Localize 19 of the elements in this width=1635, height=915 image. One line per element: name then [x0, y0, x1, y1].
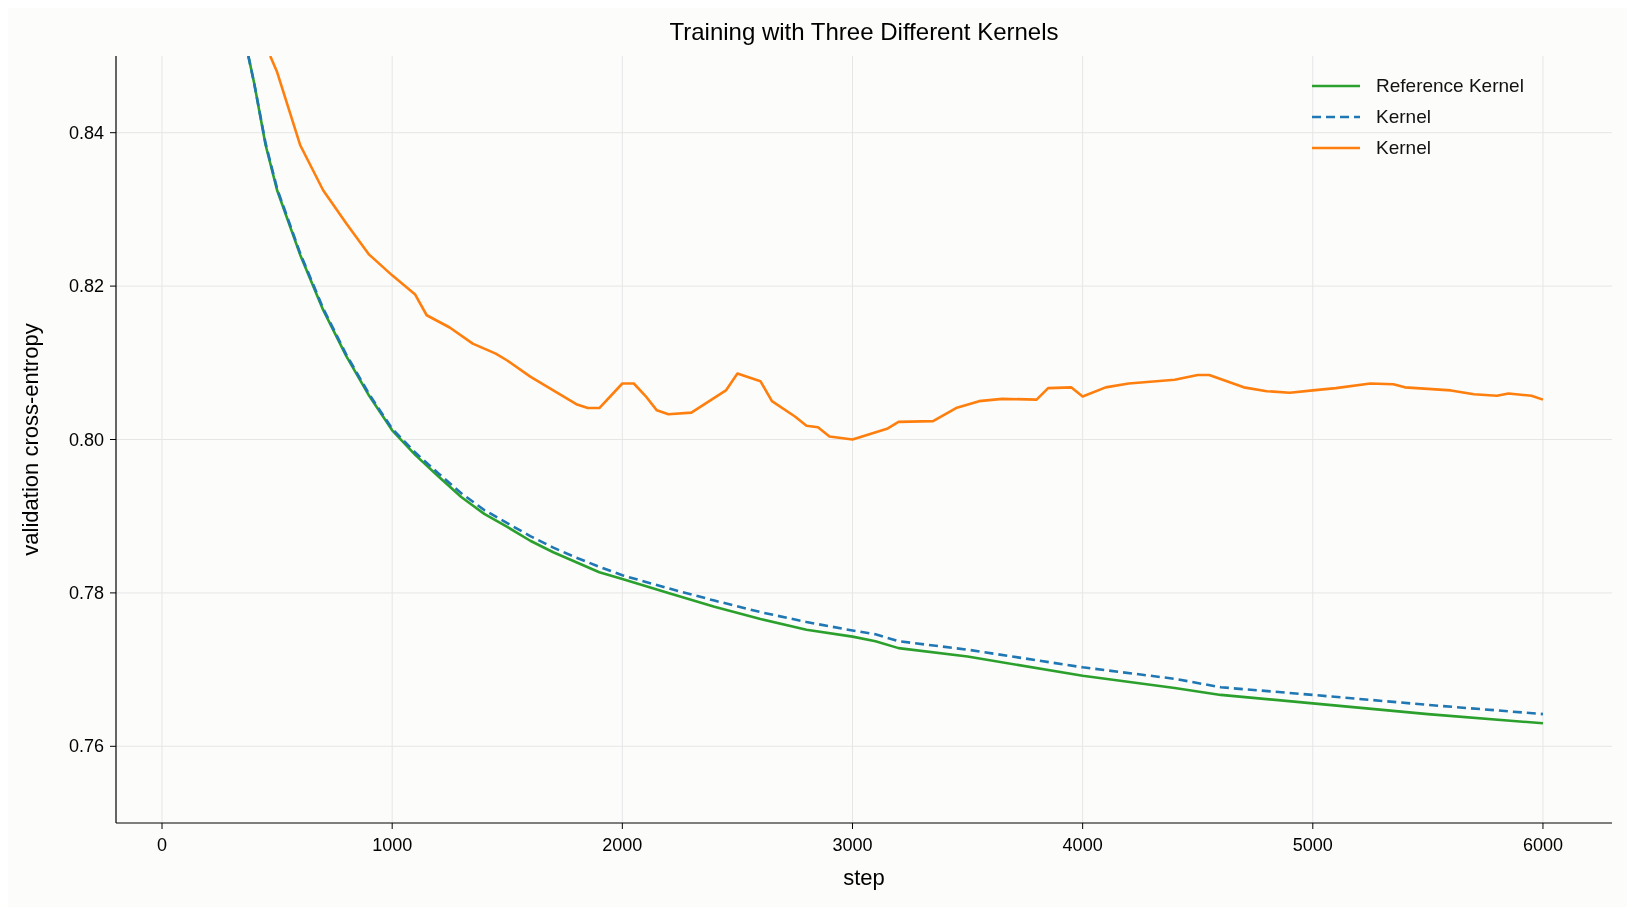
legend-label: Kernel — [1376, 137, 1431, 158]
legend-label: Kernel — [1376, 106, 1431, 127]
y-tick-label: 0.80 — [68, 429, 104, 450]
x-tick-label: 4000 — [1062, 835, 1103, 855]
line-series — [268, 56, 1545, 441]
y-axis-title: validation cross-entropy — [18, 323, 43, 556]
x-tick-label: 0 — [157, 835, 168, 855]
y-tick-label: 0.84 — [68, 122, 104, 143]
y-tick-label: 0.82 — [68, 276, 104, 297]
x-tick-label: 1000 — [372, 835, 413, 855]
x-tick-label: 6000 — [1522, 835, 1563, 855]
x-tick-label: 2000 — [602, 835, 643, 855]
y-tick-label: 0.76 — [68, 736, 104, 757]
x-tick-label: 5000 — [1292, 835, 1333, 855]
y-tick-label: 0.78 — [68, 582, 104, 603]
legend-label: Reference Kernel — [1376, 75, 1524, 96]
x-tick-label: 3000 — [832, 835, 873, 855]
chart-title: Training with Three Different Kernels — [669, 18, 1059, 45]
x-axis-title: step — [843, 865, 885, 890]
